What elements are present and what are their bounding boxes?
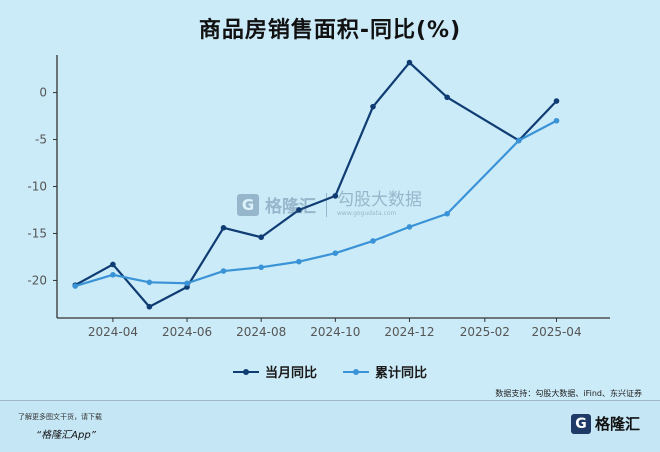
footer-logo-text: 格隆汇 bbox=[594, 415, 640, 433]
y-tick-label: 0 bbox=[39, 86, 47, 100]
y-tick-label: -5 bbox=[35, 133, 47, 147]
series-line-monthly bbox=[74, 61, 558, 308]
chart-card: 商品房销售面积-同比(%) 0 -5 -10 -15 -20 2024-04 2024-06… bbox=[0, 18, 660, 398]
data-point-cumulative bbox=[444, 210, 450, 217]
data-point-cumulative bbox=[258, 264, 264, 271]
data-point-cumulative bbox=[370, 238, 376, 244]
legend-item-monthly[interactable]: 当月同比 bbox=[232, 362, 317, 381]
data-point-cumulative bbox=[296, 258, 302, 265]
data-point-monthly bbox=[296, 207, 302, 213]
chart-legend: 当月同比 累计同比 bbox=[0, 362, 660, 381]
footer-hint: 了解更多图文干货，请下载 bbox=[18, 413, 102, 421]
data-point-monthly bbox=[444, 94, 450, 101]
data-point-monthly bbox=[110, 261, 116, 268]
data-point-monthly bbox=[220, 225, 227, 231]
data-point-monthly bbox=[406, 59, 413, 66]
legend-item-cumulative[interactable]: 累计同比 bbox=[343, 362, 427, 381]
x-tick-label: 2025-02 bbox=[460, 325, 510, 339]
y-tick-label: -20 bbox=[27, 273, 47, 287]
data-point-cumulative bbox=[516, 137, 522, 144]
data-point-cumulative bbox=[332, 250, 339, 256]
chart-title: 商品房销售面积-同比(%) bbox=[198, 18, 462, 43]
data-point-monthly bbox=[553, 98, 560, 104]
legend-label-monthly: 当月同比 bbox=[264, 366, 317, 381]
legend-swatch-monthly bbox=[232, 366, 259, 378]
legend-swatch-cumulative bbox=[343, 366, 369, 378]
y-tick-label: -10 bbox=[27, 180, 47, 194]
footer-logo[interactable]: G 格隆汇 bbox=[570, 413, 640, 434]
data-point-cumulative bbox=[220, 268, 227, 274]
data-point-monthly bbox=[258, 234, 264, 241]
x-tick-label: 2025-04 bbox=[531, 325, 581, 339]
x-tick-label: 2024-04 bbox=[88, 325, 138, 339]
footer-divider bbox=[0, 400, 660, 401]
line-chart: 0 -5 -10 -15 -20 2024-04 2024-06 2024-08 2024-10… bbox=[27, 55, 610, 339]
data-point-monthly bbox=[146, 303, 153, 310]
x-tick-label: 2024-10 bbox=[310, 325, 360, 339]
data-point-cumulative bbox=[72, 283, 79, 289]
y-tick-label: -15 bbox=[27, 226, 47, 240]
x-tick-label: 2024-06 bbox=[162, 325, 212, 339]
data-source: 数据支持：勾股大数据、iFind、东兴证券 bbox=[495, 389, 642, 398]
data-point-cumulative bbox=[110, 271, 116, 278]
data-point-cumulative bbox=[184, 280, 190, 287]
data-point-cumulative bbox=[146, 279, 153, 286]
footer-logo-icon: G bbox=[570, 413, 591, 434]
footer: 了解更多图文干货，请下载 “格隆汇App” G 格隆汇 bbox=[0, 401, 660, 452]
x-tick-label: 2024-08 bbox=[236, 325, 286, 339]
data-point-monthly bbox=[332, 193, 339, 199]
x-tick-label: 2024-12 bbox=[384, 325, 434, 339]
data-point-cumulative bbox=[553, 117, 560, 124]
data-point-monthly bbox=[370, 103, 376, 110]
data-point-cumulative bbox=[406, 224, 413, 230]
footer-app-name[interactable]: “格隆汇App” bbox=[36, 430, 96, 441]
legend-label-cumulative: 累计同比 bbox=[375, 366, 428, 381]
